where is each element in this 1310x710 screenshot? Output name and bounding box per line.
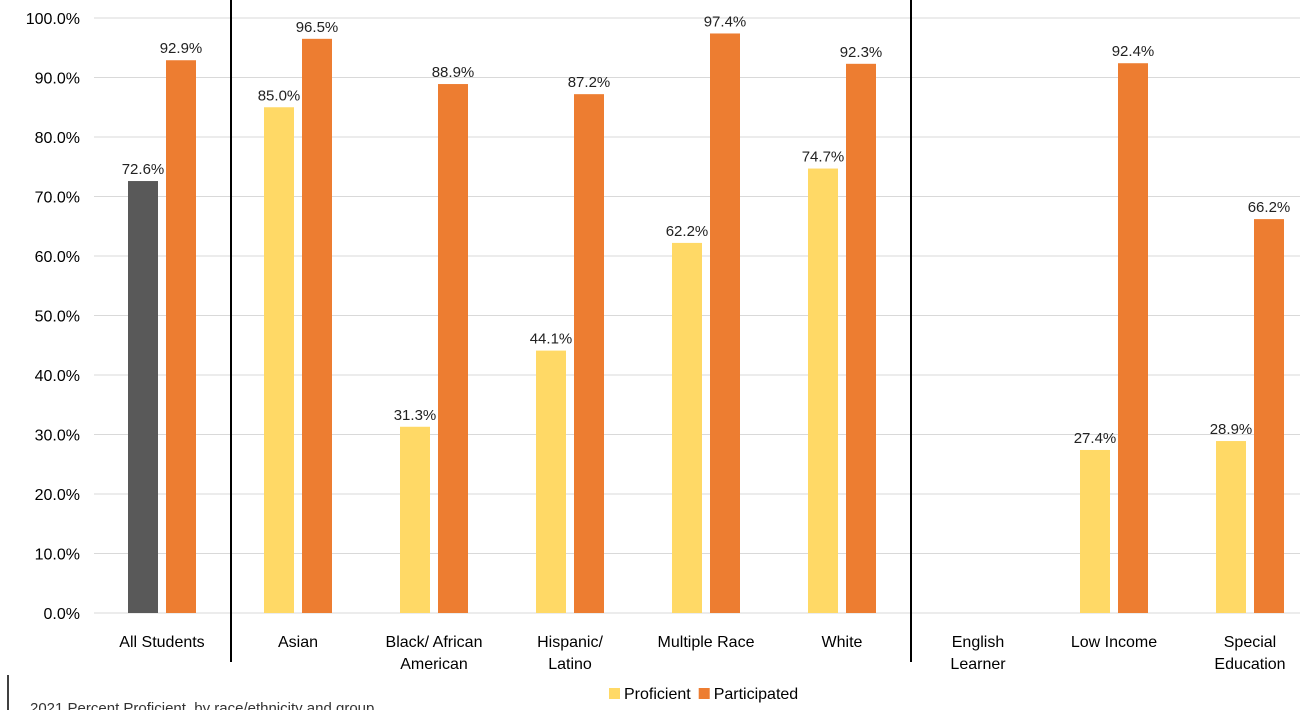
y-tick-label: 90.0% [35, 71, 80, 88]
data-label: 31.3% [394, 407, 437, 424]
category-label: Multiple Race [658, 634, 755, 651]
y-tick-label: 40.0% [35, 368, 80, 385]
category-label: Learner [950, 656, 1006, 673]
category-label: All Students [119, 634, 204, 651]
y-tick-label: 100.0% [26, 11, 80, 28]
bar-participated-0 [166, 60, 196, 614]
bar-participated-2 [438, 84, 468, 614]
bar-participated-7 [1118, 63, 1148, 614]
data-label: 72.6% [122, 161, 165, 178]
category-label: American [400, 656, 468, 673]
category-label: Education [1214, 656, 1285, 673]
data-label: 96.5% [296, 19, 339, 36]
data-label: 62.2% [666, 223, 709, 240]
data-label: 92.9% [160, 40, 203, 57]
bar-proficient-4 [672, 242, 702, 613]
data-label: 28.9% [1210, 421, 1253, 438]
y-tick-label: 30.0% [35, 428, 80, 445]
data-label: 97.4% [704, 13, 747, 30]
group-separators [7, 0, 912, 710]
legend-label-participated: Participated [714, 686, 799, 703]
data-label: 27.4% [1074, 430, 1117, 447]
y-tick-label: 80.0% [35, 130, 80, 147]
data-label: 66.2% [1248, 199, 1291, 216]
y-axis: 0.0% 10.0% 20.0% 30.0% 40.0% 50.0% 60.0% 70.0% 8… [26, 11, 80, 623]
bar-participated-1 [302, 38, 332, 613]
x-axis: All Students Asian Black/ African American H… [119, 634, 1285, 673]
data-label: 87.2% [568, 74, 611, 91]
legend-swatch-proficient [609, 688, 620, 699]
legend: Proficient Participated [609, 686, 798, 703]
category-label: Low Income [1071, 634, 1157, 651]
bar-proficient-5 [808, 168, 838, 613]
data-label: 92.3% [840, 44, 883, 61]
footnote: 2021 Percent Proficient, by race/ethnici… [30, 700, 374, 710]
bar-proficient-1 [264, 107, 294, 613]
bar-participated-8 [1254, 219, 1284, 614]
category-label: English [952, 634, 1004, 651]
bar-participated-5 [846, 63, 876, 613]
bar-proficient-0 [128, 181, 158, 613]
y-tick-label: 70.0% [35, 190, 80, 207]
y-tick-label: 0.0% [44, 606, 80, 623]
category-label: Latino [548, 656, 592, 673]
data-label: 88.9% [432, 64, 475, 81]
y-tick-label: 20.0% [35, 487, 80, 504]
category-label: Special [1224, 634, 1276, 651]
bar-participated-3 [574, 94, 604, 613]
bars [128, 33, 1284, 614]
bar-proficient-3 [536, 350, 566, 613]
category-label: Black/ African [386, 634, 483, 651]
data-label: 44.1% [530, 331, 573, 348]
bar-proficient-8 [1216, 441, 1246, 613]
data-labels: 72.6% 92.9% 85.0% 96.5% 31.3% 88.9% 44.1% 87.2%… [122, 13, 1291, 447]
data-label: 85.0% [258, 87, 301, 104]
data-label: 92.4% [1112, 43, 1155, 60]
legend-label-proficient: Proficient [624, 686, 691, 703]
legend-swatch-participated [698, 688, 710, 699]
bar-participated-4 [710, 33, 740, 614]
category-label: White [822, 634, 863, 651]
y-tick-label: 50.0% [35, 309, 80, 326]
y-tick-label: 60.0% [35, 249, 80, 266]
bar-proficient-7 [1080, 449, 1110, 613]
y-tick-label: 10.0% [35, 547, 80, 564]
data-label: 74.7% [802, 149, 845, 166]
bar-proficient-2 [400, 426, 430, 613]
category-label: Hispanic/ [537, 634, 603, 651]
category-label: Asian [278, 634, 318, 651]
